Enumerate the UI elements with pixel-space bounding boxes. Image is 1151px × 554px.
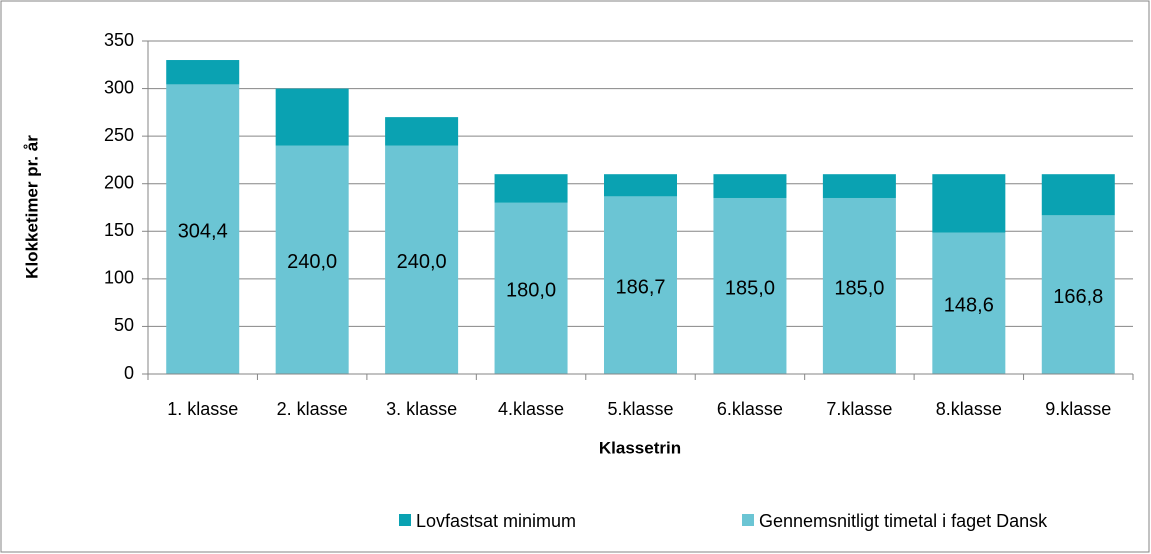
bar-segment xyxy=(275,88,349,146)
bar-segment xyxy=(932,174,1006,233)
value-label: 186,7 xyxy=(615,276,665,298)
y-tick-label: 200 xyxy=(104,172,134,192)
bar-segment xyxy=(822,174,896,198)
bar-segment xyxy=(604,174,677,197)
x-tick-label: 2. klasse xyxy=(277,399,348,419)
bar-segment xyxy=(275,145,349,374)
x-axis-title: Klassetrin xyxy=(599,438,681,457)
y-axis-title: Klokketimer pr. år xyxy=(22,135,41,279)
y-tick-label: 300 xyxy=(104,77,134,97)
y-tick-label: 100 xyxy=(104,268,134,288)
bar-segment xyxy=(604,196,677,374)
value-label: 166,8 xyxy=(1053,286,1103,308)
bar-segment xyxy=(1041,215,1115,374)
x-tick-label: 5.klasse xyxy=(607,399,673,419)
bar-segment xyxy=(713,174,787,198)
value-label: 304,4 xyxy=(178,220,228,242)
y-tick-label: 50 xyxy=(114,315,134,335)
bar-segment xyxy=(385,145,459,374)
bar-segment xyxy=(385,117,459,146)
legend-label: Gennemsnitligt timetal i faget Dansk xyxy=(759,511,1048,531)
bar-segment xyxy=(494,174,568,203)
bar-segment xyxy=(932,232,1006,374)
x-tick-label: 7.klasse xyxy=(826,399,892,419)
y-tick-label: 150 xyxy=(104,220,134,240)
x-tick-label: 9.klasse xyxy=(1045,399,1111,419)
legend-swatch xyxy=(742,514,754,526)
y-tick-label: 350 xyxy=(104,30,134,50)
bar-segment xyxy=(494,202,568,374)
value-label: 180,0 xyxy=(506,280,556,302)
x-tick-label: 3. klasse xyxy=(386,399,457,419)
value-label: 240,0 xyxy=(397,251,447,273)
bar-segment xyxy=(166,84,240,375)
bar-segment xyxy=(166,60,240,85)
x-tick-label: 6.klasse xyxy=(717,399,783,419)
x-tick-label: 4.klasse xyxy=(498,399,564,419)
bar-segment xyxy=(713,197,787,374)
value-label: 240,0 xyxy=(287,251,337,273)
value-label: 185,0 xyxy=(834,277,884,299)
legend-label: Lovfastsat minimum xyxy=(416,511,576,531)
value-label: 148,6 xyxy=(944,295,994,317)
y-tick-label: 250 xyxy=(104,125,134,145)
value-label: 185,0 xyxy=(725,277,775,299)
y-tick-label: 0 xyxy=(124,363,134,383)
x-tick-label: 1. klasse xyxy=(167,399,238,419)
x-tick-label: 8.klasse xyxy=(936,399,1002,419)
bar-segment xyxy=(822,197,896,374)
legend-swatch xyxy=(399,514,411,526)
bar-segment xyxy=(1041,174,1115,216)
